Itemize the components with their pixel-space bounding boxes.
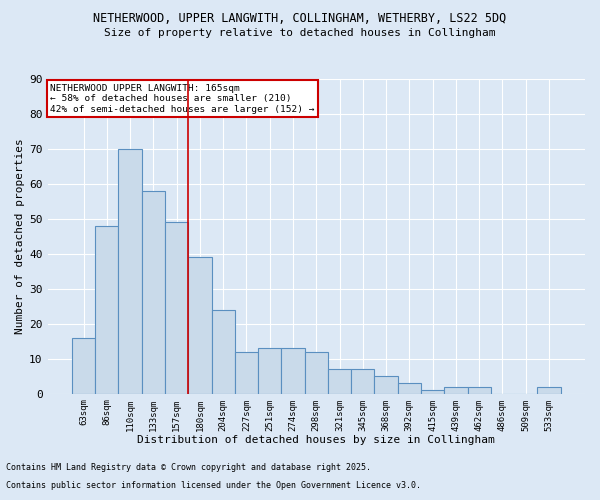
X-axis label: Distribution of detached houses by size in Collingham: Distribution of detached houses by size … (137, 435, 495, 445)
Text: NETHERWOOD UPPER LANGWITH: 165sqm
← 58% of detached houses are smaller (210)
42%: NETHERWOOD UPPER LANGWITH: 165sqm ← 58% … (50, 84, 315, 114)
Bar (188, 258, 212, 394)
Bar (235, 352, 258, 394)
Bar (165, 222, 188, 394)
Bar (258, 348, 281, 394)
Text: NETHERWOOD, UPPER LANGWITH, COLLINGHAM, WETHERBY, LS22 5DQ: NETHERWOOD, UPPER LANGWITH, COLLINGHAM, … (94, 12, 506, 26)
Bar (444, 386, 467, 394)
Bar (421, 390, 444, 394)
Text: Contains public sector information licensed under the Open Government Licence v3: Contains public sector information licen… (6, 481, 421, 490)
Bar (118, 149, 142, 394)
Y-axis label: Number of detached properties: Number of detached properties (15, 138, 25, 334)
Bar (351, 369, 374, 394)
Bar (305, 352, 328, 394)
Text: Contains HM Land Registry data © Crown copyright and database right 2025.: Contains HM Land Registry data © Crown c… (6, 464, 371, 472)
Bar (538, 386, 560, 394)
Bar (95, 226, 118, 394)
Bar (212, 310, 235, 394)
Bar (398, 383, 421, 394)
Bar (72, 338, 95, 394)
Bar (374, 376, 398, 394)
Bar (467, 386, 491, 394)
Bar (328, 369, 351, 394)
Bar (142, 191, 165, 394)
Bar (281, 348, 305, 394)
Text: Size of property relative to detached houses in Collingham: Size of property relative to detached ho… (104, 28, 496, 38)
